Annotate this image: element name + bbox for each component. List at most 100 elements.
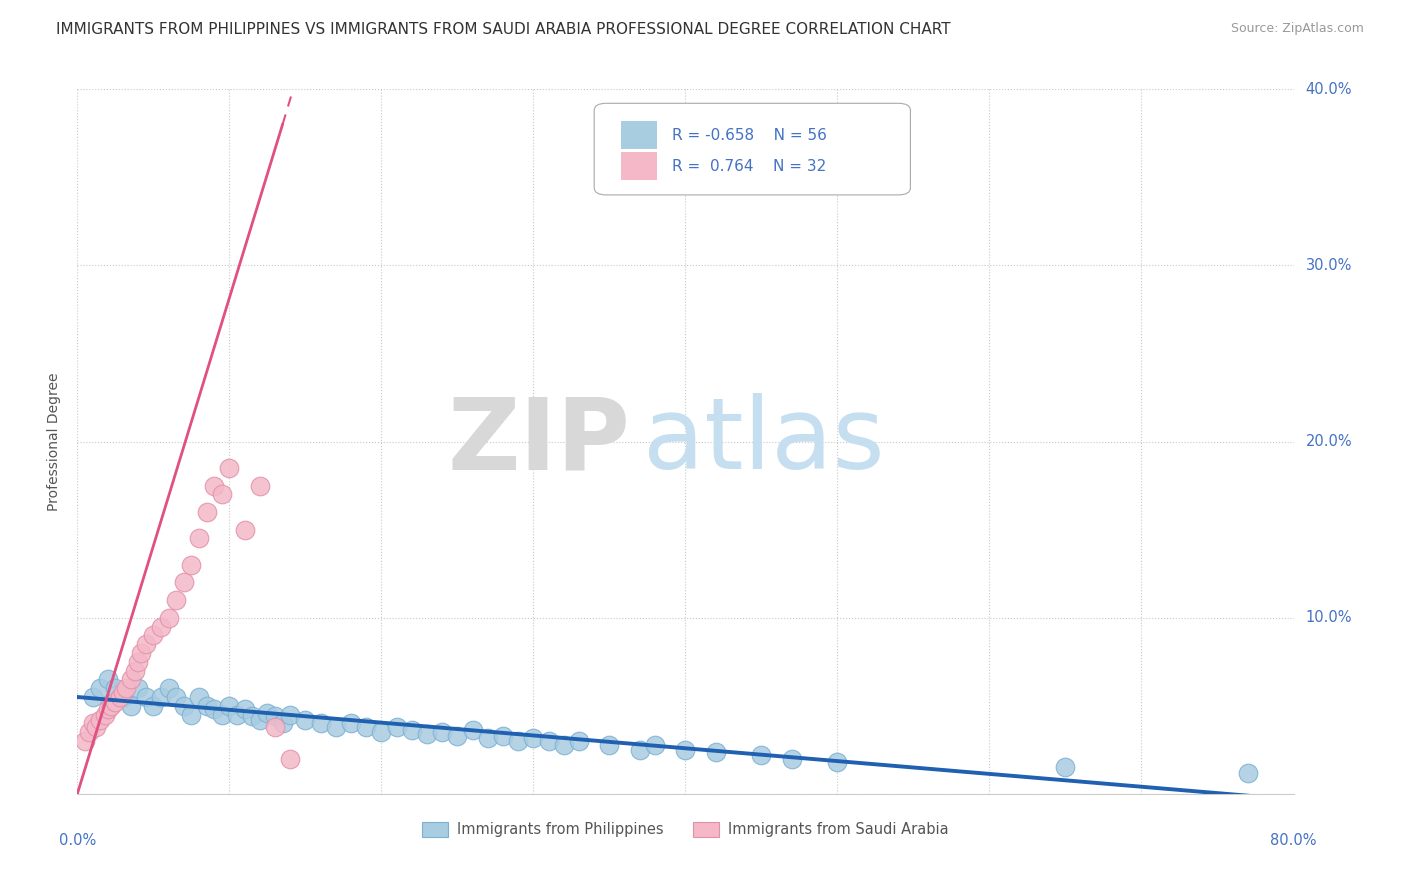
Text: 20.0%: 20.0% xyxy=(1306,434,1353,449)
Point xyxy=(157,681,180,696)
Text: atlas: atlas xyxy=(643,393,884,490)
Text: ZIP: ZIP xyxy=(449,393,631,490)
Text: R =  0.764    N = 32: R = 0.764 N = 32 xyxy=(672,159,827,174)
Point xyxy=(278,751,301,765)
Point xyxy=(73,734,96,748)
Point xyxy=(93,707,115,722)
Point xyxy=(461,723,484,738)
Point xyxy=(249,713,271,727)
Point xyxy=(354,720,377,734)
Point xyxy=(233,523,256,537)
Point xyxy=(340,716,363,731)
Point xyxy=(218,461,240,475)
Point xyxy=(233,702,256,716)
Point xyxy=(111,690,134,704)
Point xyxy=(477,731,499,745)
Point xyxy=(89,681,111,696)
Point xyxy=(249,478,271,492)
FancyBboxPatch shape xyxy=(621,121,658,149)
Point xyxy=(675,743,697,757)
Point xyxy=(149,690,172,704)
Point xyxy=(370,725,392,739)
Point xyxy=(84,720,107,734)
Point xyxy=(446,729,468,743)
Point xyxy=(120,698,142,713)
Point xyxy=(704,745,727,759)
Point xyxy=(325,720,347,734)
Point xyxy=(157,610,180,624)
Point xyxy=(115,681,138,696)
Point xyxy=(568,734,591,748)
Point xyxy=(188,690,211,704)
Point xyxy=(1054,760,1077,774)
Point xyxy=(202,478,225,492)
Point xyxy=(82,690,104,704)
Point xyxy=(195,698,218,713)
Point xyxy=(202,702,225,716)
Text: IMMIGRANTS FROM PHILIPPINES VS IMMIGRANTS FROM SAUDI ARABIA PROFESSIONAL DEGREE : IMMIGRANTS FROM PHILIPPINES VS IMMIGRANT… xyxy=(56,22,950,37)
Point xyxy=(108,690,131,704)
Point xyxy=(492,729,515,743)
Text: 80.0%: 80.0% xyxy=(1270,832,1317,847)
Point xyxy=(537,734,560,748)
Point xyxy=(780,751,803,765)
Point xyxy=(173,698,195,713)
Point xyxy=(180,707,202,722)
Point xyxy=(218,698,240,713)
Point xyxy=(180,558,202,572)
Point xyxy=(129,646,152,660)
Point xyxy=(598,738,620,752)
Point xyxy=(104,681,127,696)
Point xyxy=(97,673,120,687)
Point xyxy=(508,734,530,748)
Point xyxy=(127,655,149,669)
Point xyxy=(97,702,120,716)
Point xyxy=(644,738,666,752)
Point xyxy=(401,723,423,738)
Point xyxy=(111,684,134,698)
Text: Source: ZipAtlas.com: Source: ZipAtlas.com xyxy=(1230,22,1364,36)
Point xyxy=(79,725,101,739)
Point xyxy=(1237,765,1260,780)
Point xyxy=(120,673,142,687)
Text: 0.0%: 0.0% xyxy=(59,832,96,847)
Point xyxy=(135,637,157,651)
Point xyxy=(211,707,233,722)
Point xyxy=(385,720,408,734)
Point xyxy=(240,709,263,723)
Text: 10.0%: 10.0% xyxy=(1306,610,1353,625)
Point xyxy=(100,698,122,713)
Point xyxy=(271,716,294,731)
Text: 40.0%: 40.0% xyxy=(1306,82,1353,96)
Point xyxy=(294,713,316,727)
Point xyxy=(256,706,278,720)
Point xyxy=(264,709,287,723)
Point xyxy=(104,695,127,709)
Point xyxy=(124,664,146,678)
Point xyxy=(142,628,165,642)
Point xyxy=(264,720,287,734)
Point xyxy=(416,727,439,741)
Point xyxy=(173,575,195,590)
Text: 30.0%: 30.0% xyxy=(1306,258,1353,273)
Point xyxy=(211,487,233,501)
Y-axis label: Professional Degree: Professional Degree xyxy=(48,372,62,511)
FancyBboxPatch shape xyxy=(595,103,911,194)
Point xyxy=(165,593,187,607)
Point xyxy=(628,743,651,757)
Point xyxy=(278,707,301,722)
Point xyxy=(751,748,773,763)
Point xyxy=(430,725,453,739)
Text: R = -0.658    N = 56: R = -0.658 N = 56 xyxy=(672,128,827,143)
Legend: Immigrants from Philippines, Immigrants from Saudi Arabia: Immigrants from Philippines, Immigrants … xyxy=(416,816,955,843)
Point xyxy=(226,707,249,722)
Point xyxy=(188,532,211,546)
Point xyxy=(82,716,104,731)
Point xyxy=(522,731,544,745)
Point xyxy=(142,698,165,713)
Point xyxy=(135,690,157,704)
Point xyxy=(827,755,849,769)
Point xyxy=(89,713,111,727)
Point xyxy=(309,716,332,731)
FancyBboxPatch shape xyxy=(621,152,658,180)
